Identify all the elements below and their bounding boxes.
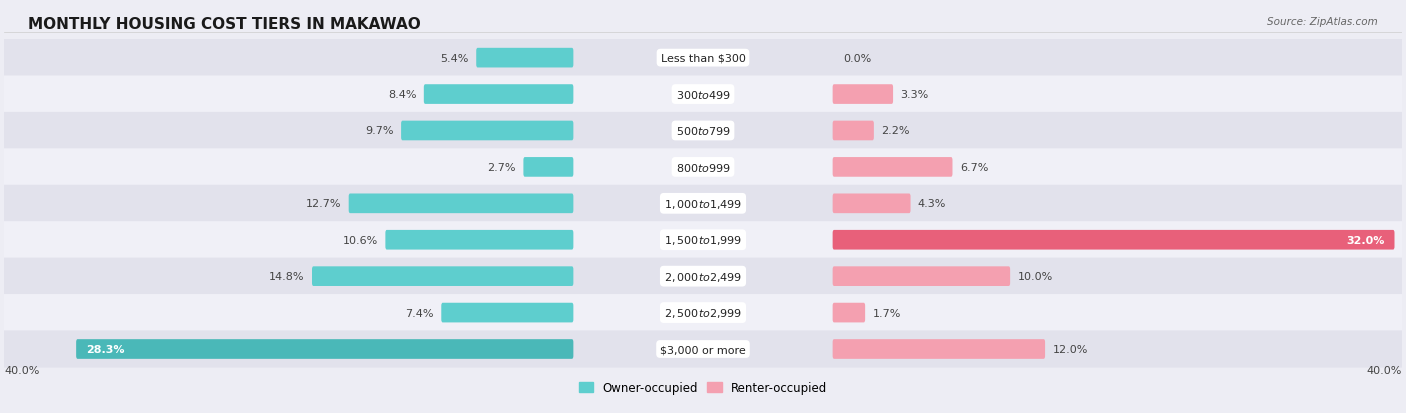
Text: $2,500 to $2,999: $2,500 to $2,999 bbox=[664, 306, 742, 319]
FancyBboxPatch shape bbox=[832, 230, 1395, 250]
Text: $1,500 to $1,999: $1,500 to $1,999 bbox=[664, 234, 742, 247]
Text: $2,000 to $2,499: $2,000 to $2,499 bbox=[664, 270, 742, 283]
FancyBboxPatch shape bbox=[0, 258, 1406, 295]
Text: 0.0%: 0.0% bbox=[842, 54, 870, 64]
Text: Less than $300: Less than $300 bbox=[661, 54, 745, 64]
FancyBboxPatch shape bbox=[832, 121, 875, 141]
FancyBboxPatch shape bbox=[441, 303, 574, 323]
FancyBboxPatch shape bbox=[832, 267, 1010, 286]
Text: 14.8%: 14.8% bbox=[269, 271, 305, 282]
Text: 40.0%: 40.0% bbox=[4, 365, 39, 375]
FancyBboxPatch shape bbox=[832, 158, 952, 177]
FancyBboxPatch shape bbox=[523, 158, 574, 177]
FancyBboxPatch shape bbox=[832, 194, 911, 214]
FancyBboxPatch shape bbox=[349, 194, 574, 214]
Text: MONTHLY HOUSING COST TIERS IN MAKAWAO: MONTHLY HOUSING COST TIERS IN MAKAWAO bbox=[28, 17, 420, 31]
FancyBboxPatch shape bbox=[0, 149, 1406, 186]
Text: 10.0%: 10.0% bbox=[1018, 271, 1053, 282]
Text: 4.3%: 4.3% bbox=[918, 199, 946, 209]
Text: 28.3%: 28.3% bbox=[86, 344, 125, 354]
Text: 7.4%: 7.4% bbox=[405, 308, 434, 318]
FancyBboxPatch shape bbox=[0, 294, 1406, 331]
FancyBboxPatch shape bbox=[832, 303, 865, 323]
FancyBboxPatch shape bbox=[0, 222, 1406, 259]
Legend: Owner-occupied, Renter-occupied: Owner-occupied, Renter-occupied bbox=[579, 381, 827, 394]
Text: 5.4%: 5.4% bbox=[440, 54, 468, 64]
FancyBboxPatch shape bbox=[385, 230, 574, 250]
Text: 10.6%: 10.6% bbox=[343, 235, 378, 245]
FancyBboxPatch shape bbox=[76, 339, 574, 359]
FancyBboxPatch shape bbox=[0, 113, 1406, 150]
Text: $800 to $999: $800 to $999 bbox=[675, 161, 731, 173]
Text: $500 to $799: $500 to $799 bbox=[675, 125, 731, 137]
Text: $3,000 or more: $3,000 or more bbox=[661, 344, 745, 354]
FancyBboxPatch shape bbox=[0, 331, 1406, 368]
FancyBboxPatch shape bbox=[832, 339, 1045, 359]
Text: $1,000 to $1,499: $1,000 to $1,499 bbox=[664, 197, 742, 210]
Text: 6.7%: 6.7% bbox=[960, 162, 988, 173]
FancyBboxPatch shape bbox=[477, 49, 574, 68]
FancyBboxPatch shape bbox=[401, 121, 574, 141]
FancyBboxPatch shape bbox=[0, 185, 1406, 222]
Text: 3.3%: 3.3% bbox=[900, 90, 929, 100]
FancyBboxPatch shape bbox=[832, 85, 893, 104]
Text: 2.2%: 2.2% bbox=[882, 126, 910, 136]
FancyBboxPatch shape bbox=[312, 267, 574, 286]
FancyBboxPatch shape bbox=[0, 76, 1406, 113]
Text: 12.0%: 12.0% bbox=[1053, 344, 1088, 354]
Text: 8.4%: 8.4% bbox=[388, 90, 416, 100]
Text: $300 to $499: $300 to $499 bbox=[675, 89, 731, 101]
FancyBboxPatch shape bbox=[423, 85, 574, 104]
Text: 12.7%: 12.7% bbox=[307, 199, 342, 209]
Text: 32.0%: 32.0% bbox=[1346, 235, 1385, 245]
Text: 9.7%: 9.7% bbox=[366, 126, 394, 136]
Text: 40.0%: 40.0% bbox=[1367, 365, 1402, 375]
Text: 1.7%: 1.7% bbox=[873, 308, 901, 318]
Text: 2.7%: 2.7% bbox=[488, 162, 516, 173]
Text: Source: ZipAtlas.com: Source: ZipAtlas.com bbox=[1267, 17, 1378, 26]
FancyBboxPatch shape bbox=[0, 40, 1406, 77]
